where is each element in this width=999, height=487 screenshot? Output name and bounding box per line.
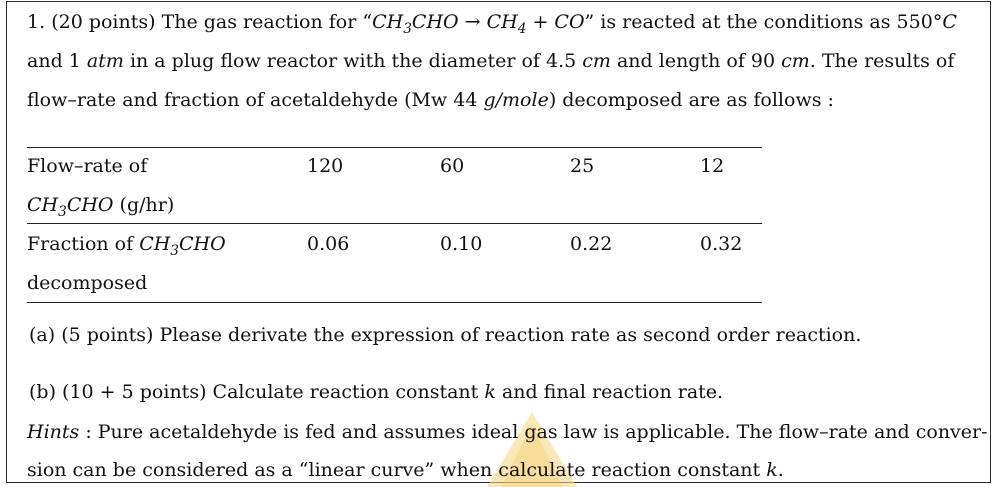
atm-unit: atm (86, 50, 124, 72)
row1-label-line2: CH3CHO (g/hr) (27, 194, 277, 220)
problem-statement-line-3: flow–rate and fraction of acetaldehyde (… (27, 91, 834, 110)
row2-label-line2: decomposed (27, 272, 148, 294)
problem-intro-text: The gas reaction for “ (161, 11, 373, 33)
part-a: (a) (5 points) Please derivate the expre… (29, 326, 861, 345)
hints-text-end: . (777, 459, 784, 481)
row2-label-line1: Fraction of CH3CHO (27, 233, 277, 259)
hints-text-2: sion can be considered as a “linear curv… (27, 459, 767, 481)
part-b-k: k (484, 381, 496, 403)
cm-unit-diameter: cm (582, 50, 611, 72)
line2-part1: and 1 (27, 50, 81, 72)
mw-unit: g/mole (483, 89, 549, 111)
hints-label: Hints (27, 421, 80, 443)
part-b-text: Calculate reaction constant (212, 381, 485, 403)
line3-text: flow–rate and fraction of acetaldehyde (… (27, 89, 478, 111)
row2-value-1: 0.06 (307, 233, 350, 255)
hints-text-1: : Pure acetaldehyde is fed and assumes i… (79, 421, 988, 443)
row1-label-formula: CH3CHO (27, 194, 114, 220)
problem-number: 1. (27, 11, 46, 33)
hints-line-2: sion can be considered as a “linear curv… (27, 461, 784, 480)
problem-points: (20 points) (51, 11, 156, 33)
part-a-text: Please derivate the expression of reacti… (159, 324, 862, 346)
line2-part2: in a plug flow reactor with the diameter… (129, 50, 577, 72)
part-a-label: (a) (29, 324, 56, 346)
row1-value-4: 12 (700, 155, 725, 177)
table-top-rule (27, 147, 762, 148)
row1-label-unit: (g/hr) (113, 194, 175, 216)
row2-value-2: 0.10 (440, 233, 483, 255)
hints-k: k (766, 459, 778, 481)
line3-end: ) decomposed are as follows : (548, 89, 834, 111)
table-middle-rule (27, 223, 762, 224)
problem-intro-text-2: ” is reacted at the conditions as 550 (584, 11, 933, 33)
problem-box: 1. (20 points) The gas reaction for “CH3… (6, 1, 991, 487)
reaction-equation: CH3CHO → CH4 + CO (372, 11, 585, 37)
line2-part4: The results of (821, 50, 955, 72)
row2-value-4: 0.32 (700, 233, 743, 255)
problem-statement-line-2: and 1 atm in a plug flow reactor with th… (27, 52, 954, 71)
hints-line-1: Hints : Pure acetaldehyde is fed and ass… (27, 423, 988, 442)
row2-value-3: 0.22 (570, 233, 613, 255)
part-b-text-end: and final reaction rate. (495, 381, 724, 403)
line2-part3: and length of 90 (616, 50, 776, 72)
row2-label-formula: CH3CHO (139, 233, 226, 259)
table-bottom-rule (27, 302, 762, 303)
row2-label-text: Fraction of (27, 233, 140, 255)
problem-statement-line-1: 1. (20 points) The gas reaction for “CH3… (27, 11, 957, 37)
part-b-points: (10 + 5 points) (62, 381, 207, 403)
row1-label-line1: Flow–rate of (27, 155, 148, 177)
part-a-points: (5 points) (61, 324, 154, 346)
row1-value-2: 60 (440, 155, 465, 177)
row1-value-1: 120 (307, 155, 344, 177)
temperature-unit: °C (932, 11, 957, 33)
data-table: Flow–rate of CH3CHO (g/hr) 120 60 25 12 … (27, 147, 762, 303)
row1-value-3: 25 (570, 155, 595, 177)
part-b: (b) (10 + 5 points) Calculate reaction c… (29, 383, 723, 402)
part-b-label: (b) (29, 381, 56, 403)
cm-unit-length: cm. (781, 50, 816, 72)
